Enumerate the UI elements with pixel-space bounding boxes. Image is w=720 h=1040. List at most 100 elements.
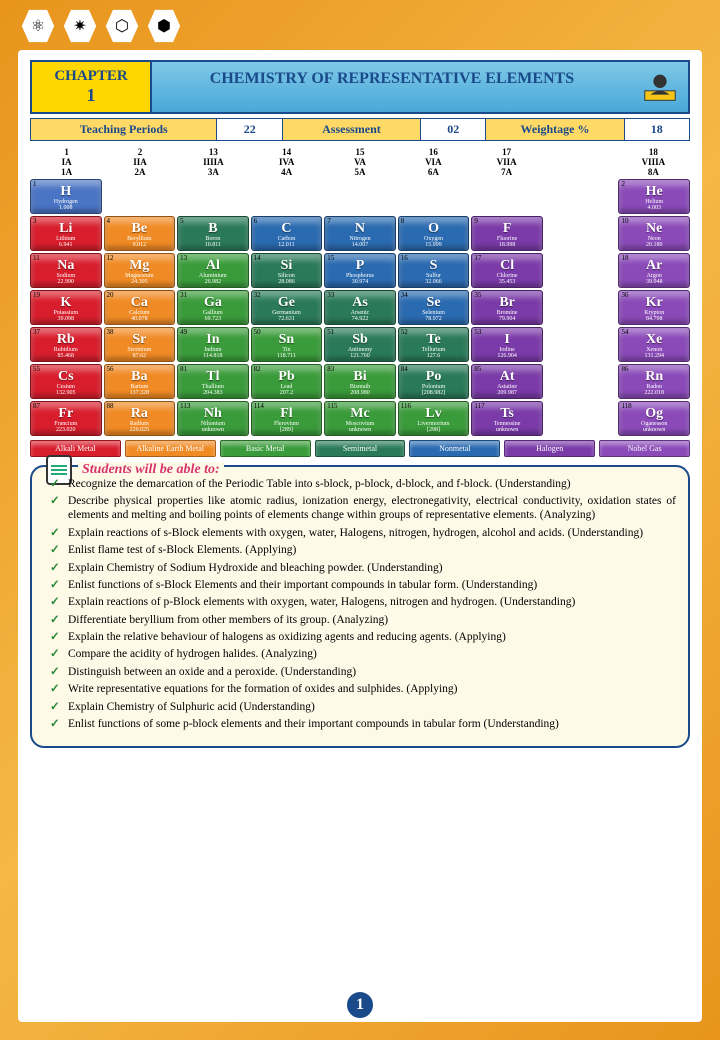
objective-item: Enlist flame test of s-Block Elements. (… <box>68 543 676 557</box>
element-li: 3LiLithium6.941 <box>30 216 102 251</box>
element-sn: 50SnTin118.711 <box>251 327 323 362</box>
page-number: 1 <box>345 990 375 1020</box>
element-ba: 56BaBarium137.328 <box>104 364 176 399</box>
group-label <box>543 147 616 179</box>
objectives-list: Recognize the demarcation of the Periodi… <box>68 477 676 732</box>
element-at: 85AtAstatine209.987 <box>471 364 543 399</box>
group-label: 1IA1A <box>30 147 103 179</box>
objective-item: Explain reactions of s-Block elements wi… <box>68 526 676 540</box>
element-row: 1HHydrogen1.008 2HeHelium4.003 <box>30 179 690 214</box>
element-f: 9FFluorine18.998 <box>471 216 543 251</box>
element-ca: 20CaCalcium40.078 <box>104 290 176 325</box>
element-sb: 51SbAntimony121.760 <box>324 327 396 362</box>
element-po: 84PoPolonium[208.982] <box>398 364 470 399</box>
element-mc: 115McMoscoviumunknown <box>324 401 396 436</box>
element-in: 49InIndium114.818 <box>177 327 249 362</box>
element-b: 5BBoron10.811 <box>177 216 249 251</box>
element-row: 87FrFrancium223.02088RaRadium226.025113N… <box>30 401 690 436</box>
element-na: 11NaSodium22.990 <box>30 253 102 288</box>
element-nh: 113NhNihoniumunknown <box>177 401 249 436</box>
objectives-box: Students will be able to: Recognize the … <box>30 465 690 749</box>
element-si: 14SiSilicon28.086 <box>251 253 323 288</box>
info-row: Teaching Periods 22 Assessment 02 Weight… <box>30 118 690 141</box>
group-label: 14IVA4A <box>250 147 323 179</box>
chapter-title: CHEMISTRY OF REPRESENTATIVE ELEMENTS <box>152 62 632 112</box>
element-row: 11NaSodium22.99012MgMagnesium24.30513AlA… <box>30 253 690 288</box>
element-fr: 87FrFrancium223.020 <box>30 401 102 436</box>
objective-item: Enlist functions of some p-block element… <box>68 717 676 731</box>
element-o: 8OOxygen15.999 <box>398 216 470 251</box>
element-ge: 32GeGermanium72.631 <box>251 290 323 325</box>
element-sr: 38SrStrontium87.62 <box>104 327 176 362</box>
element-rn: 86RnRadon222.018 <box>618 364 690 399</box>
element-be: 4BeBeryllium9.012 <box>104 216 176 251</box>
group-label: 2IIA2A <box>103 147 176 179</box>
element-ra: 88RaRadium226.025 <box>104 401 176 436</box>
element-pb: 82PbLead207.2 <box>251 364 323 399</box>
element-as: 33AsArsenic74.922 <box>324 290 396 325</box>
legend-semimetal: Semimetal <box>315 440 406 457</box>
objective-item: Enlist functions of s-Block Elements and… <box>68 578 676 592</box>
atom-icon: ✷ <box>62 8 98 44</box>
periodic-table-body: 1HHydrogen1.008 2HeHelium4.003 3LiLithium6… <box>30 179 690 436</box>
element-ne: 10NeNeon20.180 <box>618 216 690 251</box>
objective-item: Explain reactions of p-Block elements wi… <box>68 595 676 609</box>
objective-item: Explain Chemistry of Sodium Hydroxide an… <box>68 561 676 575</box>
element-fl: 114FlFlerovium[289] <box>251 401 323 436</box>
chapter-label: CHAPTER <box>54 68 127 84</box>
group-label: 18VIIIA8A <box>617 147 690 179</box>
legend-halogen: Halogen <box>504 440 595 457</box>
objective-item: Differentiate beryllium from other membe… <box>68 613 676 627</box>
molecule-icon: ⚛ <box>20 8 56 44</box>
chain-icon: ⬢ <box>146 8 182 44</box>
objective-item: Compare the acidity of hydrogen halides.… <box>68 647 676 661</box>
assessment-label: Assessment <box>283 119 421 140</box>
element-lv: 116LvLivermorium[298] <box>398 401 470 436</box>
element-i: 53IIodine126.904 <box>471 327 543 362</box>
bond-icon: ⬡ <box>104 8 140 44</box>
page-content: CHAPTER 1 CHEMISTRY OF REPRESENTATIVE EL… <box>18 50 702 1022</box>
objective-item: Write representative equations for the f… <box>68 682 676 696</box>
element-s: 16SSulfur32.066 <box>398 253 470 288</box>
weightage-value: 18 <box>625 119 689 140</box>
element-ar: 18ArArgon39.948 <box>618 253 690 288</box>
group-label: 17VIIA7A <box>470 147 543 179</box>
element-al: 13AlAluminium26.982 <box>177 253 249 288</box>
teaching-label: Teaching Periods <box>31 119 217 140</box>
element-xe: 54XeXenon131.294 <box>618 327 690 362</box>
element-row: 55CsCesium132.90556BaBarium137.32881TlTh… <box>30 364 690 399</box>
group-label: 13IIIIA3A <box>177 147 250 179</box>
element-og: 118OgOganessonunknown <box>618 401 690 436</box>
legend-noble: Nobel Gas <box>599 440 690 457</box>
element-ga: 31GaGallium69.723 <box>177 290 249 325</box>
objective-item: Explain Chemistry of Sulphuric acid (Und… <box>68 700 676 714</box>
element-n: 7NNitrogen14.007 <box>324 216 396 251</box>
chapter-header: CHAPTER 1 CHEMISTRY OF REPRESENTATIVE EL… <box>30 60 690 114</box>
assessment-value: 02 <box>421 119 486 140</box>
element-row: 19KPotassium39.09820CaCalcium40.07831GaG… <box>30 290 690 325</box>
objective-item: Distinguish between an oxide and a perox… <box>68 665 676 679</box>
group-header-row: 1IA1A2IIA2A13IIIIA3A14IVA4A15VA5A16VIA6A… <box>30 147 690 179</box>
element-kr: 36KrKrypton84.798 <box>618 290 690 325</box>
element-te: 52TeTellurium127.6 <box>398 327 470 362</box>
element-se: 34SeSelenium78.972 <box>398 290 470 325</box>
periodic-table: 1IA1A2IIA2A13IIIIA3A14IVA4A15VA5A16VIA6A… <box>30 147 690 457</box>
legend-nonmetal: Nonmetal <box>409 440 500 457</box>
element-tl: 81TlThallium204.383 <box>177 364 249 399</box>
weightage-label: Weightage % <box>486 119 624 140</box>
chapter-number: 1 <box>36 85 146 106</box>
element-br: 35BrBromine79.904 <box>471 290 543 325</box>
element-h: 1HHydrogen1.008 <box>30 179 102 214</box>
element-c: 6CCarbon12.011 <box>251 216 323 251</box>
element-cs: 55CsCesium132.905 <box>30 364 102 399</box>
element-cl: 17ClChlorine35.453 <box>471 253 543 288</box>
element-he: 2HeHelium4.003 <box>618 179 690 214</box>
group-label: 16VIA6A <box>397 147 470 179</box>
group-label: 15VA5A <box>323 147 396 179</box>
legend-basic: Basic Metal <box>220 440 311 457</box>
objective-item: Describe physical properties like atomic… <box>68 494 676 523</box>
element-mg: 12MgMagnesium24.305 <box>104 253 176 288</box>
objective-item: Recognize the demarcation of the Periodi… <box>68 477 676 491</box>
teaching-value: 22 <box>217 119 282 140</box>
chapter-box: CHAPTER 1 <box>32 62 152 112</box>
